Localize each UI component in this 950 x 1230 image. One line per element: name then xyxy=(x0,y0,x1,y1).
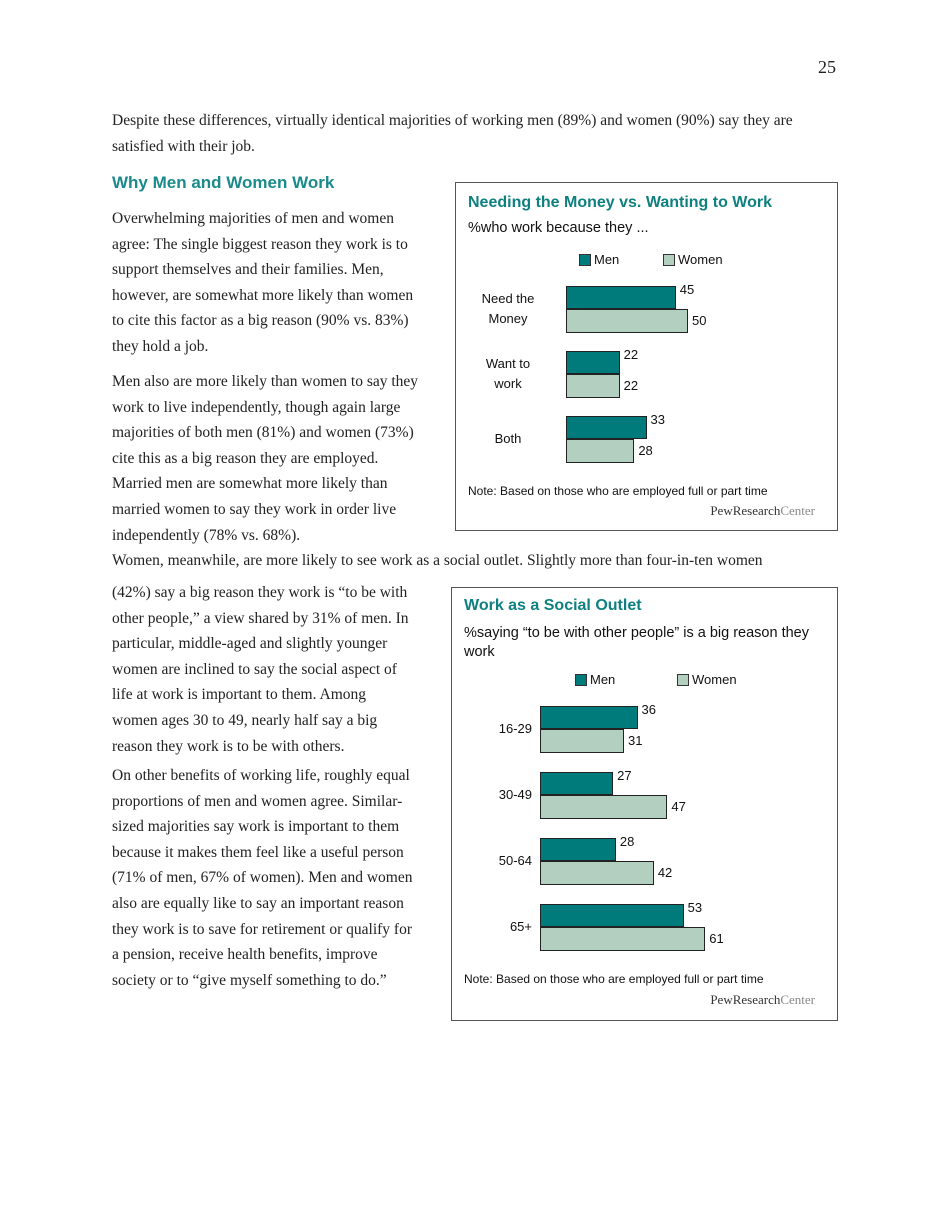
chart-title: Work as a Social Outlet xyxy=(464,597,642,614)
text-line: proportions of men and women agree. Simi… xyxy=(112,792,403,810)
data-label: 47 xyxy=(671,799,686,814)
text-line: support themselves and their families. M… xyxy=(112,261,384,279)
paragraph-1: Overwhelming majorities of men and women… xyxy=(112,206,413,360)
text-line: reason they work is to be with others. xyxy=(112,737,345,755)
text-line: agree: The single biggest reason they wo… xyxy=(112,235,408,253)
chart-subtitle: %saying “to be with other people” is a b… xyxy=(464,625,809,660)
category-label: Want to work xyxy=(485,356,531,391)
page-number: 25 xyxy=(818,57,836,77)
text-line: sized majorities say work is important t… xyxy=(112,818,400,836)
data-label: 53 xyxy=(687,900,703,915)
text-line: Men also are more likely than women to s… xyxy=(112,373,419,390)
text-line: because it makes them feel like a useful… xyxy=(112,843,404,861)
bar-men xyxy=(566,286,676,309)
chart-note: Note: Based on those who are employed fu… xyxy=(464,972,764,986)
legend-item-men: Men xyxy=(579,252,619,267)
text-line: independently (78% vs. 68%). xyxy=(112,526,301,544)
legend-item-men: Men xyxy=(575,672,615,687)
bar-women xyxy=(540,795,668,819)
text-line: they work is to save for retirement or q… xyxy=(112,920,413,938)
data-label: 22 xyxy=(623,378,639,393)
text-line: they hold a job. xyxy=(112,337,209,355)
bar-women xyxy=(566,309,688,333)
category-label: Both xyxy=(494,431,522,446)
category-label: 30-49 xyxy=(498,787,532,802)
paragraph-3-first-line: Women, meanwhile, are more likely to see… xyxy=(112,552,763,569)
bar-women xyxy=(566,439,635,463)
text-line: Overwhelming majorities of men and women xyxy=(112,210,394,227)
paragraph-4: On other benefits of working life, rough… xyxy=(112,763,412,993)
text-line: Despite these differences, virtually ide… xyxy=(112,112,793,129)
data-label: 22 xyxy=(623,347,639,362)
data-label: 45 xyxy=(679,282,695,297)
text-line: however, are somewhat more likely than w… xyxy=(112,286,414,304)
legend-label: Men xyxy=(590,672,616,687)
text-line: satisfied with their job. xyxy=(112,137,255,155)
data-label: 36 xyxy=(641,702,657,717)
text-line: married women to say they work in order … xyxy=(112,500,397,518)
legend-swatch xyxy=(579,253,591,266)
bar-women xyxy=(540,861,654,885)
bar-men xyxy=(566,416,647,439)
legend-swatch xyxy=(677,673,689,686)
bar-women xyxy=(540,729,624,753)
text-line: (42%) say a big reason they work is “to … xyxy=(112,584,408,601)
text-line: majorities of both men (81%) and women (… xyxy=(112,424,414,442)
legend-item-women: Women xyxy=(663,252,723,267)
legend-swatch xyxy=(575,673,587,686)
bar-men xyxy=(540,706,638,729)
category-label: 16-29 xyxy=(498,721,532,736)
category-label: 50-64 xyxy=(498,853,532,868)
data-label: 50 xyxy=(692,313,707,328)
chart-note: Note: Based on those who are employed fu… xyxy=(468,484,768,498)
data-label: 42 xyxy=(657,865,673,880)
text-line: life at work is important to them. Among xyxy=(112,686,366,704)
paragraph-3: (42%) say a big reason they work is “to … xyxy=(112,580,409,759)
chart-title: Needing the Money vs. Wanting to Work xyxy=(468,194,773,211)
data-label: 27 xyxy=(617,768,632,783)
data-label: 61 xyxy=(709,931,724,946)
legend-label: Women xyxy=(678,252,723,267)
legend-swatch xyxy=(663,253,675,266)
bar-women xyxy=(540,927,706,951)
data-label: 28 xyxy=(619,834,635,849)
text-line: women are inclined to say the social asp… xyxy=(112,660,397,678)
bar-men xyxy=(540,904,684,927)
intro-paragraph: Despite these differences, virtually ide… xyxy=(112,108,793,159)
text-line: a pension, receive health benefits, impr… xyxy=(112,946,378,964)
bar-men xyxy=(540,772,614,795)
chart-needing-money: Needing the Money vs. Wanting to Work %wh… xyxy=(455,182,838,531)
text-line: (71% of men, 67% of women). Men and wome… xyxy=(112,869,413,887)
text-line: to cite this factor as a big reason (90%… xyxy=(112,312,409,330)
text-line: cite this as a big reason they are emplo… xyxy=(112,449,379,467)
data-label: 31 xyxy=(628,733,643,748)
text-line: work to live independently, though again… xyxy=(112,398,401,416)
chart-social-outlet: Work as a Social Outlet %saying “to be wi… xyxy=(451,587,838,1021)
text-line: Married men are somewhat more likely tha… xyxy=(112,475,388,493)
bar-men xyxy=(566,351,620,374)
legend-item-women: Women xyxy=(677,672,737,687)
text-line: other people,” a view shared by 31% of m… xyxy=(112,609,409,627)
chart-subtitle: %who work because they ... xyxy=(468,220,649,236)
bar-women xyxy=(566,374,620,398)
data-label: 33 xyxy=(650,412,665,427)
legend-label: Women xyxy=(692,672,737,687)
pew-research-logo: PewResearchCenter xyxy=(710,503,815,518)
text-line: particular, middle-aged and slightly you… xyxy=(112,635,388,653)
category-label: Need the Money xyxy=(481,291,535,326)
text-line: also are equally like to say an importan… xyxy=(112,894,404,912)
text-line: women ages 30 to 49, nearly half say a b… xyxy=(112,711,378,729)
data-label: 28 xyxy=(638,443,653,458)
pew-research-logo: PewResearchCenter xyxy=(710,992,815,1007)
section-heading: Why Men and Women Work xyxy=(112,173,335,192)
paragraph-2: Men also are more likely than women to s… xyxy=(112,369,418,548)
bar-men xyxy=(540,838,616,861)
text-line: society or to “give myself something to … xyxy=(112,971,387,989)
category-label: 65+ xyxy=(509,919,532,934)
legend-label: Men xyxy=(594,252,620,267)
text-line: On other benefits of working life, rough… xyxy=(112,767,410,784)
